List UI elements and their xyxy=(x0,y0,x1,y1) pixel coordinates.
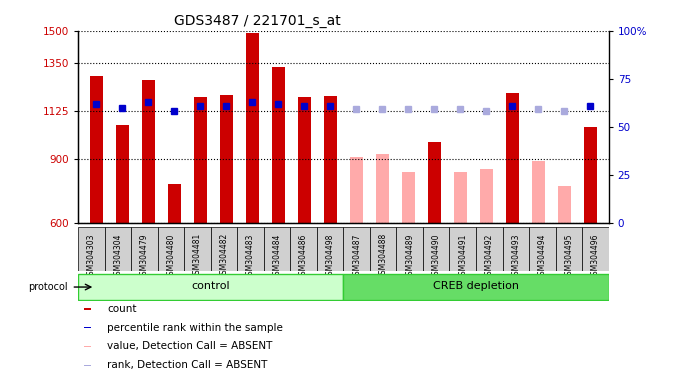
Bar xyxy=(84,327,91,328)
Bar xyxy=(324,96,337,223)
Text: GSM304482: GSM304482 xyxy=(220,233,228,280)
Text: GSM304483: GSM304483 xyxy=(246,233,255,280)
Bar xyxy=(246,33,259,223)
Bar xyxy=(350,157,363,223)
Text: GSM304493: GSM304493 xyxy=(511,233,520,280)
Text: count: count xyxy=(107,304,137,314)
Text: CREB depletion: CREB depletion xyxy=(433,281,519,291)
Text: GSM304492: GSM304492 xyxy=(485,233,494,280)
Text: GSM304487: GSM304487 xyxy=(352,233,361,280)
Bar xyxy=(343,274,609,300)
Bar xyxy=(194,97,207,223)
Bar xyxy=(532,161,545,223)
Bar xyxy=(476,227,503,271)
Text: GSM304498: GSM304498 xyxy=(326,233,335,280)
Bar xyxy=(529,227,556,271)
Text: control: control xyxy=(192,281,230,291)
Bar xyxy=(396,227,423,271)
Bar xyxy=(480,169,493,223)
Bar xyxy=(376,154,389,223)
Bar xyxy=(503,227,529,271)
Text: GSM304304: GSM304304 xyxy=(114,233,122,280)
Bar xyxy=(556,227,582,271)
Bar xyxy=(184,227,211,271)
Text: rank, Detection Call = ABSENT: rank, Detection Call = ABSENT xyxy=(107,360,268,370)
Bar xyxy=(237,227,264,271)
Bar xyxy=(290,227,317,271)
Text: GSM304488: GSM304488 xyxy=(379,233,388,280)
Bar xyxy=(454,172,467,223)
Bar xyxy=(423,227,449,271)
Bar xyxy=(370,227,396,271)
Text: protocol: protocol xyxy=(29,282,68,292)
Bar xyxy=(272,67,285,223)
Bar xyxy=(211,227,237,271)
Text: GSM304495: GSM304495 xyxy=(564,233,573,280)
Bar xyxy=(78,274,343,300)
Text: GSM304496: GSM304496 xyxy=(591,233,600,280)
Text: value, Detection Call = ABSENT: value, Detection Call = ABSENT xyxy=(107,341,273,351)
Bar xyxy=(90,76,103,223)
Bar xyxy=(317,227,343,271)
Bar xyxy=(84,364,91,366)
Text: percentile rank within the sample: percentile rank within the sample xyxy=(107,323,284,333)
Text: GSM304480: GSM304480 xyxy=(167,233,175,280)
Bar xyxy=(428,142,441,223)
Text: GSM304490: GSM304490 xyxy=(432,233,441,280)
Text: GSM304484: GSM304484 xyxy=(273,233,282,280)
Bar xyxy=(78,227,105,271)
Bar xyxy=(142,80,155,223)
Bar xyxy=(584,127,597,223)
Text: GSM304303: GSM304303 xyxy=(87,233,96,280)
Bar xyxy=(158,227,184,271)
Text: GSM304491: GSM304491 xyxy=(458,233,467,280)
Bar xyxy=(298,97,311,223)
Text: GDS3487 / 221701_s_at: GDS3487 / 221701_s_at xyxy=(173,14,341,28)
Bar xyxy=(220,95,233,223)
Text: GSM304481: GSM304481 xyxy=(193,233,202,280)
Bar xyxy=(168,184,181,223)
Bar xyxy=(105,227,131,271)
Bar xyxy=(582,227,609,271)
Bar xyxy=(558,187,571,223)
Text: GSM304479: GSM304479 xyxy=(140,233,149,280)
Bar xyxy=(402,172,415,223)
Text: GSM304494: GSM304494 xyxy=(538,233,547,280)
Bar xyxy=(506,93,519,223)
Text: GSM304489: GSM304489 xyxy=(405,233,414,280)
Bar xyxy=(343,227,370,271)
Bar xyxy=(131,227,158,271)
Bar xyxy=(84,308,91,310)
Bar xyxy=(449,227,476,271)
Bar xyxy=(264,227,290,271)
Bar xyxy=(116,124,129,223)
Bar xyxy=(84,346,91,347)
Text: GSM304486: GSM304486 xyxy=(299,233,308,280)
